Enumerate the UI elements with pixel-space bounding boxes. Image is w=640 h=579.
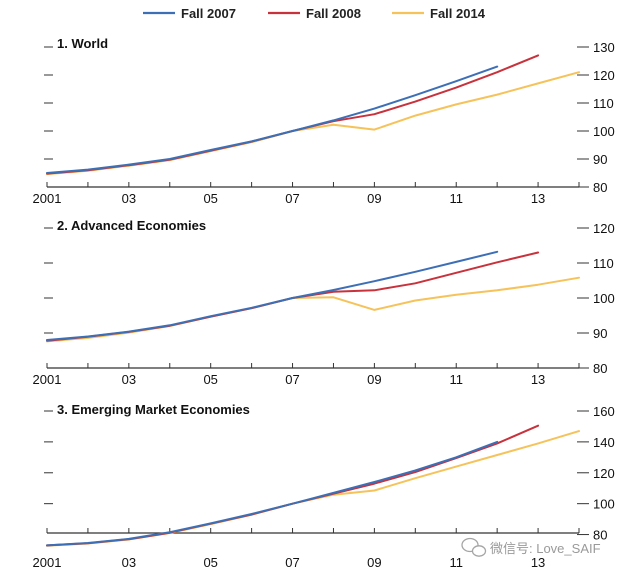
- x-tick-label: 05: [203, 555, 217, 570]
- y-tick-label: 100: [593, 124, 615, 139]
- legend-label: Fall 2014: [430, 6, 486, 21]
- panel-title: 3. Emerging Market Economies: [57, 402, 250, 417]
- series-line-fall-2008: [46, 54, 540, 175]
- x-tick-label: 09: [367, 372, 381, 387]
- series-line-fall-2007: [46, 250, 499, 341]
- x-tick-label: 13: [531, 191, 545, 206]
- wechat-icon: [461, 537, 487, 557]
- watermark: 微信号: Love_SAIF: [461, 537, 601, 557]
- y-tick-label: 160: [593, 404, 615, 419]
- y-tick-label: 80: [593, 180, 607, 195]
- x-tick-label: 13: [531, 555, 545, 570]
- x-tick-label: 09: [367, 555, 381, 570]
- y-tick-label: 100: [593, 497, 615, 512]
- y-tick-label: 80: [593, 528, 607, 543]
- y-tick-label: 130: [593, 40, 615, 55]
- x-tick-label: 11: [449, 372, 463, 387]
- y-tick-label: 100: [593, 291, 615, 306]
- legend-item-fall-2007: Fall 2007: [143, 6, 236, 21]
- legend-label: Fall 2007: [181, 6, 236, 21]
- series-line-fall-2007: [46, 440, 499, 547]
- panel-1: 1. World 2001 03 05 07 09 11 13 80 90 100 110 120 130: [33, 36, 615, 206]
- x-tick-label: 2001: [33, 555, 62, 570]
- y-tick-label: 120: [593, 466, 615, 481]
- y-tick-label: 90: [593, 326, 607, 341]
- watermark-text: 微信号: Love_SAIF: [490, 541, 601, 556]
- series-line-fall-2008: [46, 424, 540, 547]
- x-tick-label: 2001: [33, 372, 62, 387]
- panel-title: 2. Advanced Economies: [57, 218, 206, 233]
- panel-title: 1. World: [57, 36, 108, 51]
- x-tick-label: 03: [122, 372, 136, 387]
- series-line-fall-2008: [46, 251, 540, 342]
- series-line-fall-2007: [46, 65, 499, 174]
- x-tick-label: 05: [203, 372, 217, 387]
- y-tick-label: 120: [593, 221, 615, 236]
- x-tick-label: 07: [285, 191, 299, 206]
- x-tick-label: 13: [531, 372, 545, 387]
- y-tick-label: 140: [593, 435, 615, 450]
- y-tick-label: 110: [593, 96, 614, 111]
- x-tick-label: 11: [449, 555, 463, 570]
- series-line-fall-2014: [46, 430, 580, 547]
- x-tick-label: 05: [203, 191, 217, 206]
- x-tick-label: 09: [367, 191, 381, 206]
- legend: Fall 2007 Fall 2008 Fall 2014: [143, 6, 486, 21]
- legend-label: Fall 2008: [306, 6, 361, 21]
- series-line-fall-2014: [46, 71, 580, 176]
- x-tick-label: 07: [285, 555, 299, 570]
- panel-3: 3. Emerging Market Economies 2001 03 05 07 09…: [33, 402, 615, 570]
- x-tick-label: 2001: [33, 191, 62, 206]
- x-tick-label: 03: [122, 555, 136, 570]
- y-tick-label: 110: [593, 256, 614, 271]
- panel-2: 2. Advanced Economies 2001 03 05 07 09 11 13 80 9…: [33, 218, 615, 387]
- y-tick-label: 80: [593, 361, 607, 376]
- y-tick-label: 120: [593, 68, 615, 83]
- x-tick-label: 11: [449, 191, 463, 206]
- x-tick-label: 03: [122, 191, 136, 206]
- y-tick-label: 90: [593, 152, 607, 167]
- legend-item-fall-2014: Fall 2014: [392, 6, 486, 21]
- legend-item-fall-2008: Fall 2008: [268, 6, 361, 21]
- x-tick-label: 07: [285, 372, 299, 387]
